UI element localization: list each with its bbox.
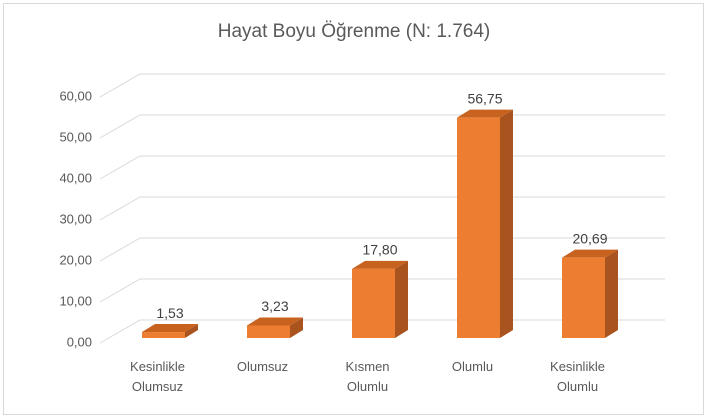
y-tick-label: 20,00 — [59, 252, 92, 267]
x-tick-label-line: Olumlu — [347, 379, 388, 394]
bar-side — [500, 109, 513, 339]
data-label: 20,69 — [572, 230, 607, 246]
data-label: 17,80 — [362, 242, 397, 258]
x-tick-label: Kısmen Olumlu — [345, 359, 389, 394]
y-tick-label: 30,00 — [59, 211, 92, 226]
bar-top — [247, 317, 303, 326]
x-tick-label-line: Kesinlikle — [130, 359, 185, 374]
bar — [562, 257, 605, 338]
y-tick-label: 0,00 — [67, 334, 92, 349]
y-tick-label: 50,00 — [59, 129, 92, 144]
data-label: 3,23 — [261, 298, 288, 314]
bar-top — [142, 324, 198, 333]
x-tick-label-line: Kesinlikle — [550, 359, 605, 374]
data-label: 56,75 — [467, 90, 502, 106]
data-label: 1,53 — [156, 305, 183, 321]
x-tick-label-line: Olumlu — [557, 379, 598, 394]
x-tick-label-line: Olumlu — [452, 359, 493, 374]
x-tick-label: Kesinlikle Olumlu — [550, 359, 605, 394]
bar-side — [395, 260, 408, 338]
bar — [352, 268, 395, 338]
y-tick-label: 10,00 — [59, 293, 92, 308]
bar-top — [352, 260, 408, 269]
y-tick-label: 40,00 — [59, 170, 92, 185]
bar-top — [457, 109, 513, 118]
chart-border — [3, 3, 704, 415]
bar — [247, 325, 290, 338]
bar — [457, 117, 500, 339]
bar-side — [185, 324, 198, 338]
bar-top — [562, 249, 618, 258]
bar-side — [290, 317, 303, 338]
bar — [142, 332, 185, 338]
x-tick-label: Kesinlikle Olumsuz — [130, 359, 185, 394]
grid-line — [99, 73, 665, 98]
x-tick-label-line: Olumsuz — [237, 359, 288, 374]
x-tick-label: Olumlu — [452, 359, 493, 374]
bar-side — [605, 249, 618, 338]
x-tick-label-line: Kısmen — [345, 359, 389, 374]
y-tick-label: 60,00 — [59, 88, 92, 103]
chart-title: Hayat Boyu Öğrenme (N: 1.764) — [218, 21, 490, 42]
x-tick-label-line: Olumsuz — [132, 379, 183, 394]
x-tick-label: Olumsuz — [237, 359, 288, 374]
